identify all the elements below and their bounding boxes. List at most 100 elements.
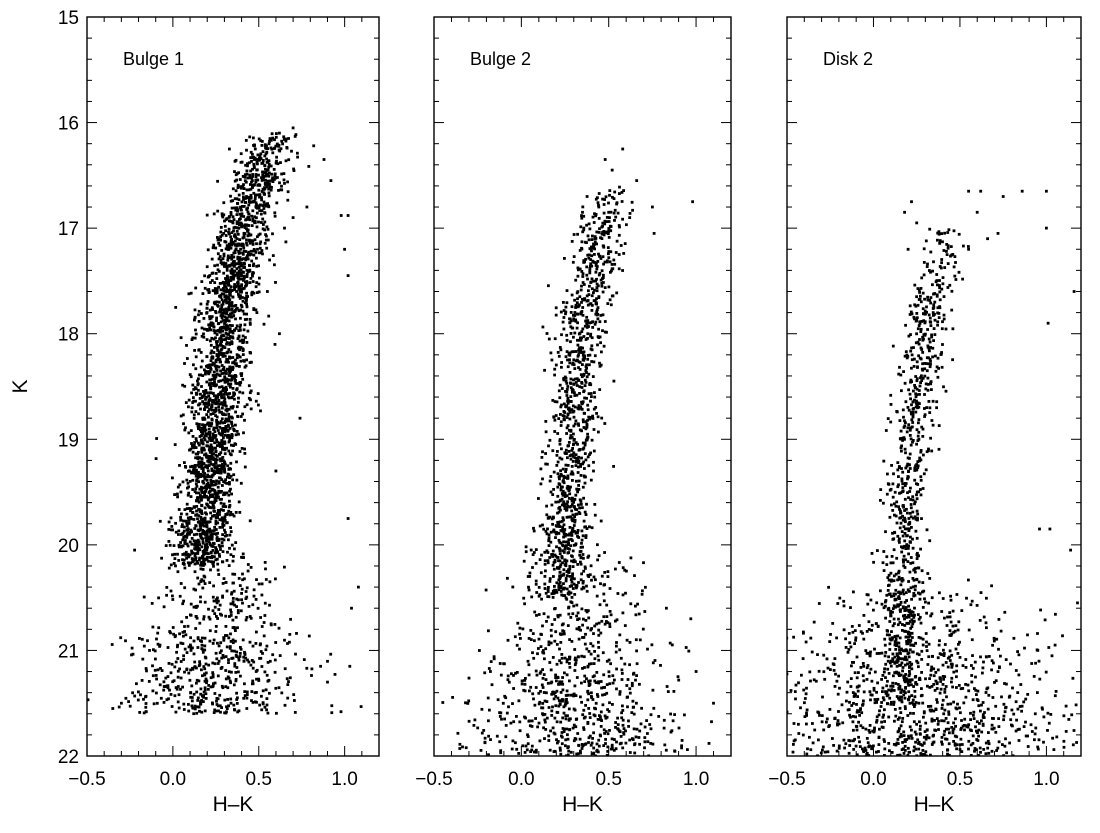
data-point bbox=[265, 708, 268, 712]
data-point bbox=[590, 526, 594, 530]
data-point bbox=[517, 752, 521, 755]
data-point bbox=[217, 599, 220, 603]
data-point bbox=[575, 512, 579, 516]
data-point bbox=[185, 616, 188, 619]
data-point bbox=[597, 252, 600, 256]
data-point bbox=[568, 361, 572, 365]
data-point bbox=[603, 422, 607, 425]
data-point bbox=[144, 705, 148, 709]
data-point bbox=[188, 373, 192, 376]
data-point bbox=[233, 362, 237, 366]
data-point bbox=[251, 701, 255, 704]
data-point bbox=[229, 211, 233, 214]
data-point bbox=[572, 317, 576, 321]
data-point bbox=[211, 361, 215, 365]
data-point bbox=[565, 394, 569, 397]
data-point bbox=[587, 325, 590, 328]
data-point bbox=[179, 518, 183, 522]
data-point bbox=[245, 188, 249, 192]
data-point bbox=[218, 445, 222, 448]
data-point bbox=[218, 457, 222, 461]
data-point bbox=[547, 586, 550, 589]
data-point bbox=[267, 678, 271, 682]
data-point bbox=[246, 162, 249, 166]
data-point bbox=[185, 524, 189, 528]
data-point bbox=[200, 491, 204, 494]
data-point bbox=[235, 666, 239, 669]
data-point bbox=[228, 219, 231, 223]
data-point bbox=[182, 702, 186, 706]
data-point bbox=[207, 394, 211, 398]
data-point bbox=[173, 443, 177, 446]
data-point bbox=[203, 453, 206, 457]
data-point bbox=[569, 434, 573, 437]
data-point bbox=[251, 273, 254, 276]
data-point bbox=[193, 558, 197, 561]
data-point bbox=[179, 490, 183, 494]
data-point bbox=[559, 472, 563, 476]
data-point bbox=[583, 481, 587, 485]
data-point bbox=[221, 462, 224, 466]
data-point bbox=[217, 392, 221, 396]
data-point bbox=[583, 674, 587, 678]
data-point bbox=[590, 336, 594, 340]
data-point bbox=[210, 279, 214, 282]
data-point bbox=[608, 701, 611, 705]
data-point bbox=[217, 242, 221, 245]
data-point bbox=[172, 562, 176, 565]
data-point bbox=[210, 500, 214, 504]
data-point bbox=[596, 312, 600, 316]
data-point bbox=[218, 374, 222, 378]
data-point bbox=[193, 336, 197, 340]
data-point bbox=[576, 442, 579, 446]
data-point bbox=[265, 204, 269, 208]
data-point bbox=[265, 147, 269, 151]
data-point bbox=[171, 476, 174, 480]
data-point bbox=[245, 169, 249, 173]
data-point bbox=[573, 497, 577, 501]
data-point bbox=[573, 314, 577, 317]
data-point bbox=[186, 624, 190, 628]
data-point bbox=[252, 253, 256, 257]
data-point bbox=[466, 702, 470, 705]
data-point bbox=[197, 462, 201, 466]
data-point bbox=[630, 681, 634, 685]
data-point bbox=[559, 508, 562, 512]
data-point bbox=[218, 704, 222, 708]
data-point bbox=[233, 627, 237, 631]
data-point bbox=[227, 227, 231, 231]
data-point bbox=[197, 491, 201, 495]
data-point bbox=[538, 558, 542, 561]
data-point bbox=[230, 302, 233, 306]
data-point bbox=[198, 621, 202, 625]
data-point bbox=[253, 147, 257, 151]
data-point bbox=[252, 191, 256, 195]
data-point bbox=[630, 200, 634, 204]
data-point bbox=[562, 540, 565, 544]
data-point bbox=[221, 525, 224, 529]
data-point bbox=[250, 690, 254, 693]
data-point bbox=[170, 705, 174, 708]
data-point bbox=[243, 690, 247, 693]
data-point bbox=[560, 623, 564, 627]
data-point bbox=[227, 425, 230, 428]
data-point bbox=[227, 279, 231, 282]
data-point bbox=[275, 201, 279, 205]
data-point bbox=[199, 524, 203, 528]
data-point bbox=[214, 311, 218, 315]
data-point bbox=[203, 667, 207, 671]
data-point bbox=[558, 746, 562, 750]
data-point bbox=[595, 594, 599, 598]
data-point bbox=[196, 561, 199, 565]
data-point bbox=[592, 713, 596, 717]
data-point bbox=[562, 376, 566, 380]
data-point bbox=[203, 648, 207, 652]
data-point bbox=[202, 549, 206, 553]
data-point bbox=[241, 277, 244, 281]
data-point bbox=[631, 737, 634, 740]
data-point bbox=[221, 544, 224, 548]
data-point bbox=[273, 343, 277, 346]
data-point bbox=[564, 562, 568, 565]
data-point bbox=[602, 583, 606, 587]
data-point bbox=[177, 529, 181, 533]
